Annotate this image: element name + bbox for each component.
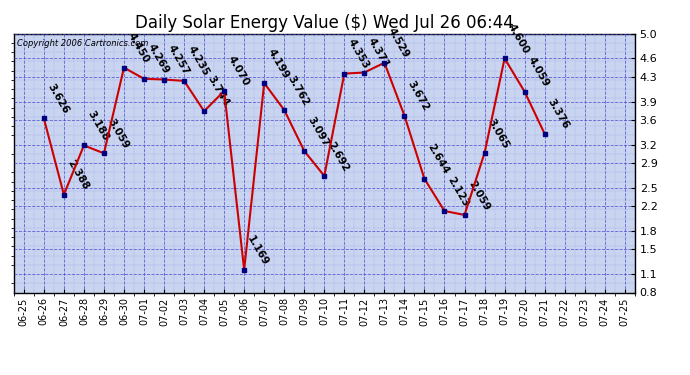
Text: 1.169: 1.169 — [246, 234, 270, 267]
Text: 4.235: 4.235 — [186, 44, 210, 78]
Text: 3.065: 3.065 — [486, 117, 511, 150]
Text: 4.600: 4.600 — [506, 22, 531, 56]
Text: 4.199: 4.199 — [266, 47, 290, 80]
Text: 3.762: 3.762 — [286, 74, 311, 107]
Text: 2.388: 2.388 — [66, 158, 90, 192]
Text: 2.123: 2.123 — [446, 175, 471, 208]
Text: 2.059: 2.059 — [466, 179, 491, 212]
Text: 3.059: 3.059 — [106, 117, 130, 150]
Text: 4.070: 4.070 — [226, 54, 250, 88]
Text: 4.257: 4.257 — [166, 43, 190, 77]
Text: 2.692: 2.692 — [326, 140, 351, 173]
Text: 3.672: 3.672 — [406, 79, 431, 113]
Text: 2.644: 2.644 — [426, 142, 451, 176]
Text: 3.744: 3.744 — [206, 75, 231, 108]
Text: 4.059: 4.059 — [526, 56, 551, 89]
Text: 4.450: 4.450 — [126, 31, 150, 65]
Text: 3.376: 3.376 — [546, 98, 571, 131]
Text: 4.529: 4.529 — [386, 26, 411, 60]
Text: Copyright 2006 Cartronics.com: Copyright 2006 Cartronics.com — [17, 39, 148, 48]
Text: 3.097: 3.097 — [306, 115, 331, 148]
Text: 3.188: 3.188 — [86, 109, 110, 142]
Text: 4.371: 4.371 — [366, 36, 391, 70]
Text: 4.353: 4.353 — [346, 37, 371, 71]
Text: 4.269: 4.269 — [146, 42, 170, 76]
Text: 3.626: 3.626 — [46, 82, 70, 116]
Title: Daily Solar Energy Value ($) Wed Jul 26 06:44: Daily Solar Energy Value ($) Wed Jul 26 … — [135, 14, 513, 32]
